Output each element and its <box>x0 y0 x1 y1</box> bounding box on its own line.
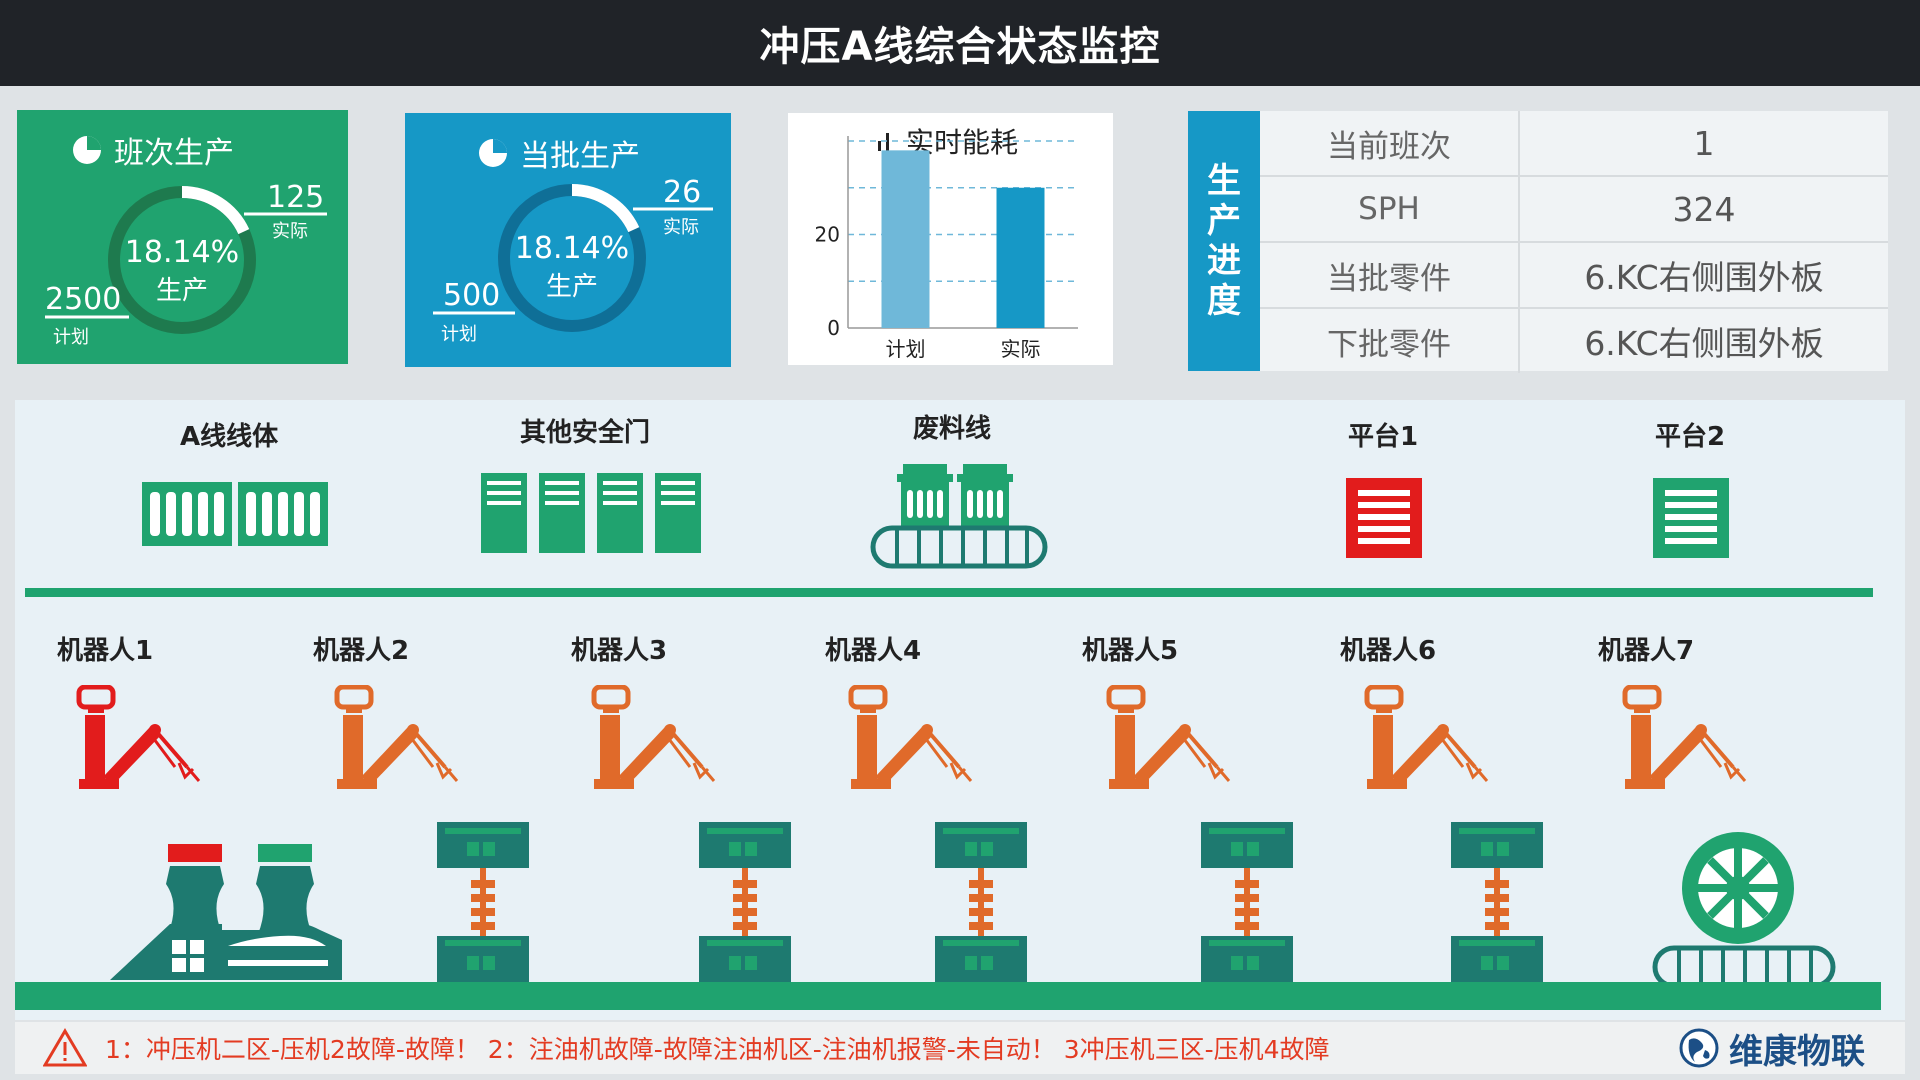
side-title-char: 进 <box>1207 241 1241 281</box>
robot-arm-icon[interactable] <box>1105 684 1245 795</box>
lower-track-bar <box>15 982 1881 1010</box>
alert-message[interactable]: 1：冲压机二区-压机2故障-故障！ 2：注油机故障-故障注油机区-注油机报警-未… <box>105 1035 1330 1064</box>
press-machine-icon[interactable] <box>1201 822 1293 982</box>
platform-2-status-icon[interactable] <box>1653 478 1729 558</box>
batch-production-title: 当批生产 <box>520 139 640 174</box>
equipment-label-platform-2: 平台2 <box>1655 422 1726 452</box>
robot-arm-icon[interactable] <box>1621 684 1761 795</box>
shift-production-card: 班次生产 18.14% 生产 125 实际 2500 计划 <box>17 110 348 364</box>
pie-chart-icon <box>479 139 507 167</box>
batch-plan-label: 计划 <box>441 324 477 345</box>
line-body-icon[interactable] <box>140 480 330 548</box>
shift-percent: 18.14% <box>124 235 240 270</box>
progress-row-shift: 当前班次 1 <box>1260 111 1888 177</box>
side-title-char: 产 <box>1207 201 1241 241</box>
press-machine-icon[interactable] <box>699 822 791 982</box>
batch-actual-value: 26 <box>663 175 702 210</box>
robot-label-6: 机器人6 <box>1340 636 1437 666</box>
warning-icon <box>43 1028 87 1067</box>
bar-chart-icon <box>878 133 889 151</box>
progress-value: 6.KC右侧围外板 <box>1584 258 1824 297</box>
progress-row-sph: SPH 324 <box>1260 177 1888 243</box>
robot-arm-icon[interactable] <box>1363 684 1503 795</box>
batch-progress-ring <box>498 184 646 332</box>
uncoiler-wheel-icon[interactable] <box>1651 830 1841 990</box>
batch-plan-value: 500 <box>443 278 501 313</box>
shift-production-title: 班次生产 <box>114 136 234 171</box>
shift-production-header: 班次生产 <box>72 128 234 172</box>
power-plant-icon[interactable] <box>110 844 350 980</box>
press-machine-icon[interactable] <box>437 822 529 982</box>
page-header: 冲压A线综合状态监控 <box>0 0 1920 86</box>
batch-production-header: 当批生产 <box>478 131 640 175</box>
robot-label-7: 机器人7 <box>1598 636 1695 666</box>
robot-label-5: 机器人5 <box>1082 636 1179 666</box>
shift-progress-arc <box>108 186 256 334</box>
progress-value: 1 <box>1693 123 1715 163</box>
robot-arm-icon[interactable] <box>333 684 473 795</box>
batch-progress-arc <box>498 184 646 332</box>
bar[interactable] <box>881 150 930 328</box>
brand-globe-icon <box>1679 1028 1719 1068</box>
x-category-label: 计划 <box>886 337 926 361</box>
batch-actual-label: 实际 <box>663 217 699 238</box>
alert-bar: 1：冲压机二区-压机2故障-故障！ 2：注油机故障-故障注油机区-注油机报警-未… <box>15 1022 1905 1074</box>
robot-label-4: 机器人4 <box>825 636 922 666</box>
line-overview-panel: A线线体 其他安全门 废料线 平台1 平台2 <box>15 400 1905 1020</box>
energy-bar-chart: 0 20 计划 实际 <box>815 136 1078 361</box>
batch-leader-lines <box>433 207 713 315</box>
side-title-char: 度 <box>1207 281 1241 321</box>
page-title: 冲压A线综合状态监控 <box>759 24 1161 70</box>
robot-arm-icon[interactable] <box>590 684 730 795</box>
presses-layer <box>15 400 1905 1020</box>
progress-row-next-part: 下批零件 6.KC右侧围外板 <box>1260 309 1888 373</box>
pie-chart-icon <box>73 136 101 164</box>
batch-production-card: 当批生产 18.14% 生产 26 实际 500 计划 <box>405 113 731 367</box>
production-progress-table: 生 产 进 度 当前班次 1 SPH 324 当批零件 6.KC右侧围外板 下批… <box>1188 111 1888 373</box>
energy-chart-card: 实时能耗 0 20 计划 实际 <box>788 113 1113 365</box>
robot-arm-icon[interactable] <box>75 684 215 795</box>
progress-value: 324 <box>1672 189 1736 229</box>
batch-percent: 18.14% <box>514 231 630 266</box>
scrap-line-icon[interactable] <box>869 460 1049 570</box>
bar[interactable] <box>996 187 1045 328</box>
shift-plan-label: 计划 <box>53 327 89 348</box>
equipment-label-platform-1: 平台1 <box>1348 422 1419 452</box>
safety-doors-icon[interactable] <box>481 473 701 553</box>
y-tick-label: 0 <box>827 316 840 340</box>
progress-key: 当前班次 <box>1260 111 1520 175</box>
robot-arm-icon[interactable] <box>847 684 987 795</box>
robot-label-2: 机器人2 <box>313 636 410 666</box>
shift-actual-label: 实际 <box>272 221 308 242</box>
equipment-label-line-body: A线线体 <box>180 422 279 452</box>
brand-name: 维康物联 <box>1729 1031 1865 1072</box>
robots-layer <box>15 400 1905 1020</box>
shift-leader-lines <box>45 212 327 319</box>
progress-key: 当批零件 <box>1260 243 1520 307</box>
robot-label-1: 机器人1 <box>57 636 154 666</box>
brand-logo: 维康物联 <box>1679 1024 1865 1073</box>
progress-key: SPH <box>1260 177 1520 241</box>
production-progress-side-title: 生 产 进 度 <box>1188 111 1260 371</box>
progress-key: 下批零件 <box>1260 309 1520 373</box>
equipment-label-safety-doors: 其他安全门 <box>520 418 651 448</box>
shift-center-label: 生产 <box>155 276 208 306</box>
upper-track-line <box>25 588 1873 597</box>
platform-1-status-icon[interactable] <box>1346 478 1422 558</box>
y-tick-label: 20 <box>815 223 840 247</box>
x-category-label: 实际 <box>1001 337 1041 361</box>
press-machine-icon[interactable] <box>935 822 1027 982</box>
progress-value: 6.KC右侧围外板 <box>1584 324 1824 363</box>
side-title-char: 生 <box>1207 161 1241 201</box>
robot-label-3: 机器人3 <box>571 636 668 666</box>
batch-center-label: 生产 <box>545 272 598 302</box>
shift-actual-value: 125 <box>267 180 325 215</box>
shift-plan-value: 2500 <box>45 282 122 317</box>
press-machine-icon[interactable] <box>1451 822 1543 982</box>
progress-row-current-part: 当批零件 6.KC右侧围外板 <box>1260 243 1888 309</box>
shift-progress-ring <box>108 186 256 334</box>
equipment-label-scrap-line: 废料线 <box>913 414 992 444</box>
